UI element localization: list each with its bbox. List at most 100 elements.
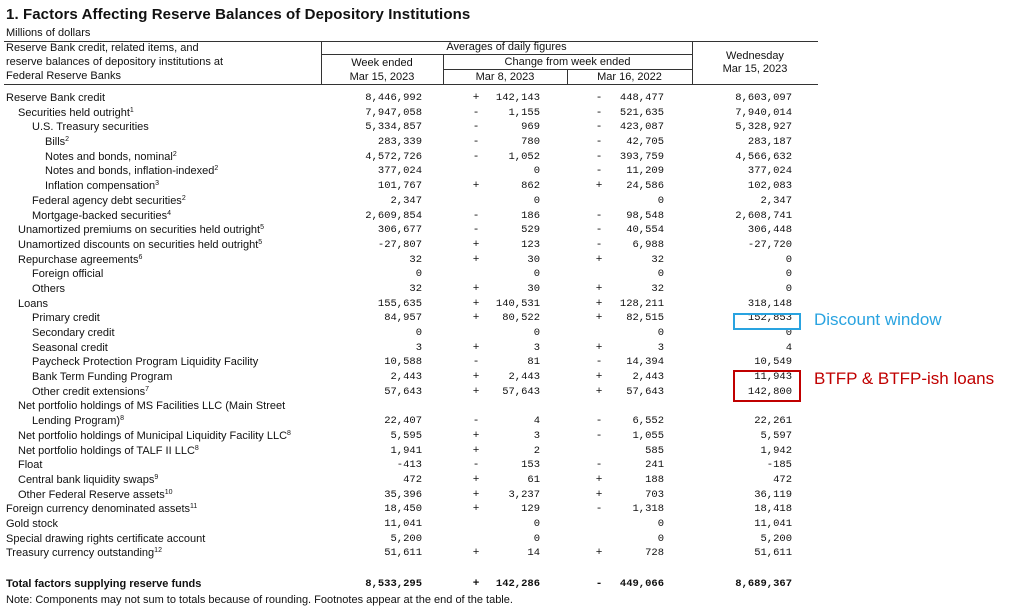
row-label: Float	[18, 458, 42, 473]
row-label: Federal agency debt securities2	[32, 194, 186, 209]
sign-mar16: -	[595, 150, 603, 163]
value-week: 2,347	[390, 194, 422, 207]
value-week: 84,957	[384, 312, 422, 325]
footnote-marker: 3	[155, 180, 159, 188]
table-row: Central bank liquidity swaps9 472 +61 +188 4…	[0, 473, 820, 488]
total-value-wednesday: 8,689,367	[735, 578, 792, 590]
change-mar8: 1,155	[508, 106, 540, 119]
value-week: 155,635	[377, 297, 422, 310]
change-mar16: 728	[645, 547, 664, 560]
btfp-box	[733, 370, 801, 402]
change-mar8: 4	[533, 415, 540, 428]
footnote-marker: 5	[260, 224, 265, 232]
value-wednesday: 22,261	[754, 415, 792, 428]
stub-header-line-1: Reserve Bank credit, related items, and	[6, 42, 199, 54]
row-label: Net portfolio holdings of MS Facilities …	[18, 399, 285, 414]
sign-mar8: +	[472, 312, 480, 325]
row-label: Repurchase agreements6	[18, 253, 142, 268]
value-week: 8,446,992	[365, 92, 422, 104]
change-mar16: 0	[657, 268, 664, 281]
value-wednesday: 4	[785, 341, 792, 354]
table-row: Treasury currency outstanding12 51,611 +14…	[0, 546, 820, 561]
sign-mar16: +	[595, 282, 603, 295]
change-mar8: 0	[533, 532, 540, 545]
change-mar16: 128,211	[619, 297, 664, 310]
change-mar8: 0	[533, 194, 540, 207]
sign-mar8: -	[472, 459, 480, 472]
sign-mar8: -	[472, 150, 480, 163]
table-row: Other credit extensions7 57,643 +57,643 +57…	[0, 385, 820, 400]
row-label: Unamortized discounts on securities held…	[18, 238, 262, 253]
value-week: 22,407	[384, 415, 422, 428]
value-week: 32	[409, 282, 422, 295]
row-label-text: Primary credit	[32, 312, 100, 325]
value-wednesday: 0	[785, 268, 792, 281]
sign-mar8: -	[472, 106, 480, 119]
header-divider-4	[692, 41, 693, 84]
sign-mar16: +	[595, 385, 603, 398]
change-mar8: 862	[521, 180, 540, 193]
row-label-text: Net portfolio holdings of MS Facilities …	[18, 400, 286, 413]
units-label: Millions of dollars	[6, 27, 91, 39]
sign-mar8: +	[472, 282, 480, 295]
btfp-annotation: BTFP & BTFP-ish loans	[814, 369, 995, 388]
row-label: Paycheck Protection Program Liquidity Fa…	[32, 355, 258, 370]
change-mar8: 129	[521, 503, 540, 516]
change-mar16: 0	[657, 327, 664, 339]
value-week: -413	[396, 459, 422, 472]
value-week: 10,588	[384, 356, 422, 369]
value-wednesday: 318,148	[747, 297, 792, 310]
header-divider-1	[321, 41, 322, 84]
row-label-text: Foreign currency denominated assets	[6, 503, 191, 516]
change-mar16: 32	[651, 253, 664, 266]
change-mar16: 0	[657, 194, 664, 207]
sign-mar16: -	[595, 415, 603, 428]
change-mar8: 529	[521, 224, 540, 237]
value-wednesday: 4,566,632	[735, 150, 792, 163]
row-label: Mortgage-backed securities4	[32, 209, 171, 224]
sign-mar16: -	[595, 356, 603, 369]
total-row: Total factors supplying reserve funds 8,…	[0, 577, 820, 592]
row-label-text: Notes and bonds, inflation-indexed	[45, 165, 215, 178]
change-mar8: 142,143	[495, 92, 540, 104]
row-label: Seasonal credit	[32, 341, 108, 356]
change-mar16: 448,477	[619, 92, 664, 104]
week-ended-date: Mar 15, 2023	[349, 71, 415, 83]
row-label-text: Lending Program)	[32, 415, 121, 428]
change-mar8: 123	[521, 238, 540, 251]
footnote-marker: 9	[154, 473, 159, 481]
value-week: 7,947,058	[365, 106, 422, 119]
row-label-text: Bills	[45, 136, 66, 149]
row-label: Inflation compensation3	[45, 179, 159, 194]
table-row: Bank Term Funding Program 2,443 +2,443 +2,4…	[0, 370, 820, 385]
table-row: Float -413 - 153 - 241 -185	[0, 458, 820, 473]
change-mar8: 80,522	[502, 312, 540, 325]
row-label: Notes and bonds, nominal2	[45, 150, 177, 165]
footnote-marker: 8	[194, 444, 199, 452]
header-top-rule	[4, 41, 818, 42]
table-row: Lending Program)8 22,407 - 4 - 6,552 22,261	[0, 414, 820, 429]
table-row: Net portfolio holdings of Municipal Liqu…	[0, 429, 820, 444]
change-mar16: 32	[651, 282, 664, 295]
value-week: 3	[415, 341, 422, 354]
value-wednesday: 102,083	[747, 180, 792, 193]
row-label: Bank Term Funding Program	[32, 370, 172, 385]
row-label-text: Loans	[18, 297, 48, 310]
value-wednesday: 11,943	[754, 371, 792, 384]
sign-mar16: -	[595, 459, 603, 472]
value-week: 472	[403, 473, 422, 486]
value-week: 2,609,854	[365, 209, 422, 222]
row-label: Net portfolio holdings of Municipal Liqu…	[18, 429, 291, 444]
change-mar8: 780	[521, 136, 540, 149]
change-mar8: 0	[533, 268, 540, 281]
total-change-mar16: 449,066	[619, 578, 664, 590]
change-mar16: 703	[645, 488, 664, 501]
row-label: Foreign official	[32, 267, 103, 282]
sign-mar8: -	[472, 209, 480, 222]
value-week: 5,334,857	[365, 121, 422, 134]
sign-mar16: +	[595, 312, 603, 325]
sign-mar8: +	[472, 444, 480, 457]
value-wednesday: 152,853	[747, 312, 792, 325]
footnote-marker: 11	[190, 503, 198, 511]
table-row: Primary credit 84,957 +80,522 +82,515 152,85…	[0, 311, 820, 326]
